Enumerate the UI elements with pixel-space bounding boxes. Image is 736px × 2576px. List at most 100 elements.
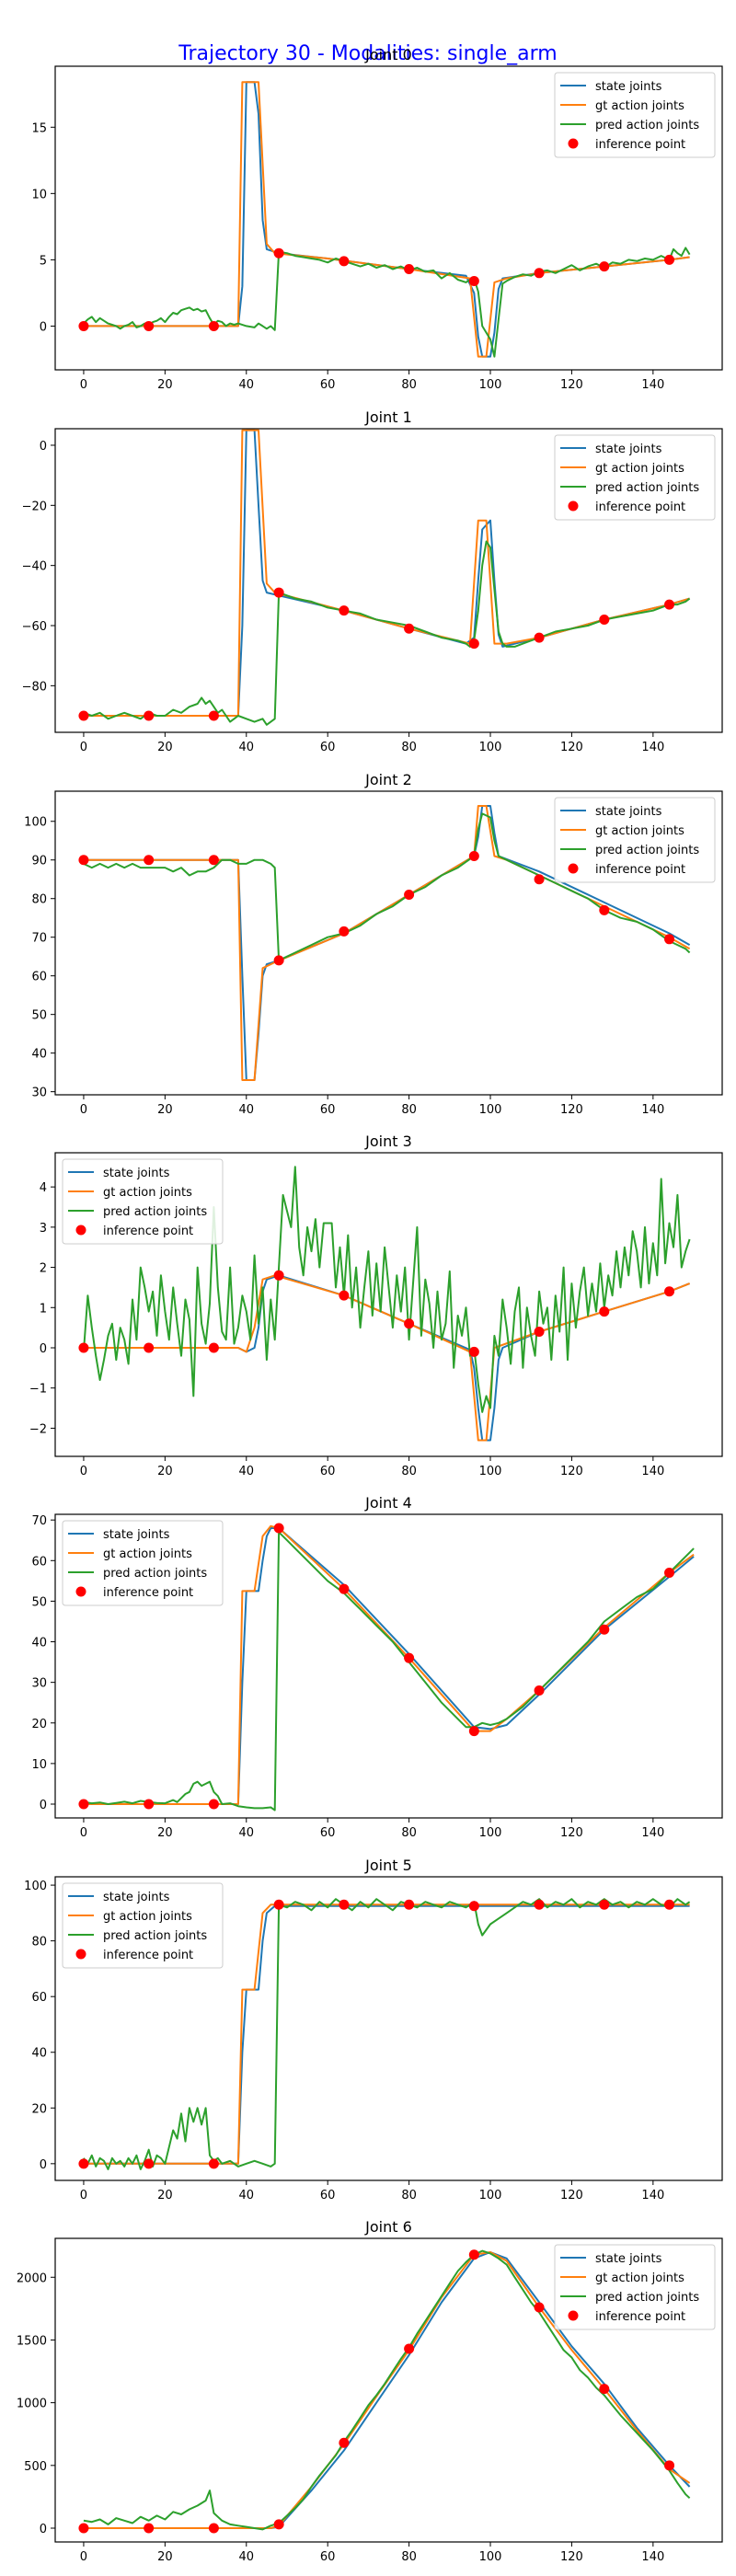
x-tick-label: 80 — [401, 1103, 417, 1117]
legend-marker-inference — [568, 500, 579, 512]
axes-frame — [54, 65, 723, 371]
y-tick-label: 80 — [31, 1936, 47, 1949]
y-tick-label: 1500 — [17, 2334, 47, 2348]
x-tick-label: 40 — [239, 741, 255, 754]
y-tick-label: 70 — [31, 1514, 47, 1528]
x-tick-label: 120 — [560, 741, 583, 754]
legend-label: pred action joints — [595, 2291, 699, 2305]
y-tick-label: 70 — [31, 932, 47, 946]
legend-box — [62, 1158, 224, 1245]
y-tick-label: 4 — [40, 1181, 47, 1195]
plot-area — [78, 1523, 695, 1811]
inference-point — [208, 1342, 219, 1353]
legend-label: inference point — [595, 138, 685, 152]
inference-point — [404, 1899, 415, 1910]
axes-frame — [54, 428, 723, 733]
inference-point — [599, 261, 610, 272]
legend-box — [62, 1520, 224, 1606]
inference-point — [273, 955, 284, 966]
chart-title: Joint 5 — [364, 1857, 412, 1874]
x-tick-label: 140 — [641, 1826, 664, 1840]
y-tick-label: 1 — [40, 1302, 47, 1316]
plot-area — [78, 1898, 691, 2170]
plot-area — [78, 2249, 691, 2534]
x-tick-label: 140 — [641, 1465, 664, 1478]
x-tick-label: 20 — [157, 2189, 173, 2202]
x-tick-label: 60 — [320, 1826, 336, 1840]
inference-point — [273, 1270, 284, 1281]
chart-title: Joint 4 — [364, 1494, 412, 1512]
inference-point — [534, 268, 545, 279]
x-tick-label: 80 — [401, 2550, 417, 2564]
inference-point — [208, 2523, 219, 2534]
x-tick-label: 40 — [239, 1465, 255, 1478]
x-tick-label: 100 — [479, 2550, 502, 2564]
inference-point — [468, 851, 479, 862]
x-tick-label: 0 — [80, 1826, 87, 1840]
y-tick-label: 100 — [24, 1880, 47, 1893]
x-tick-label: 120 — [560, 378, 583, 392]
inference-point — [144, 2523, 155, 2534]
legend-label: inference point — [595, 500, 685, 514]
inference-point — [78, 1342, 89, 1353]
chart-legend: state joints gt action joints pred action … — [554, 2244, 716, 2330]
inference-point — [339, 605, 350, 616]
inference-point — [208, 1799, 219, 1810]
y-tick-label: 50 — [31, 1595, 47, 1609]
y-tick-label: 80 — [31, 893, 47, 907]
y-tick-label: 50 — [31, 1009, 47, 1023]
series-line-pred — [83, 1898, 691, 2170]
plot-area — [78, 81, 691, 358]
legend-label: gt action joints — [595, 824, 684, 838]
x-tick-label: 80 — [401, 378, 417, 392]
x-tick-label: 60 — [320, 1465, 336, 1478]
inference-point — [599, 1899, 610, 1910]
inference-point — [339, 1290, 350, 1301]
x-tick-label: 100 — [479, 378, 502, 392]
chart-joint-1: Joint 1 0 20 40 60 80 100 120 140 −80 −60 −40 −20 0 st… — [22, 408, 723, 754]
legend-label: pred action joints — [103, 1929, 207, 1943]
y-tick-label: −1 — [29, 1383, 47, 1397]
inference-point — [208, 710, 219, 721]
inference-point — [78, 855, 89, 866]
plot-area — [78, 805, 691, 1081]
legend-label: gt action joints — [595, 2271, 684, 2285]
inference-point — [534, 1899, 545, 1910]
legend-marker-inference — [568, 138, 579, 149]
inference-point — [404, 1318, 415, 1329]
legend-label: gt action joints — [595, 99, 684, 113]
y-tick-label: 60 — [31, 971, 47, 984]
y-tick-label: 0 — [40, 1342, 47, 1356]
chart-legend: state joints gt action joints pred action … — [554, 797, 716, 883]
y-tick-label: −60 — [22, 620, 47, 634]
y-tick-label: 0 — [40, 440, 47, 454]
axes-frame — [54, 1513, 723, 1819]
legend-label: pred action joints — [103, 1205, 207, 1219]
x-tick-label: 120 — [560, 1103, 583, 1117]
axes-frame — [54, 1152, 723, 1457]
legend-label: state joints — [595, 805, 662, 819]
x-tick-label: 80 — [401, 2189, 417, 2202]
inference-point — [664, 1568, 675, 1579]
legend-marker-inference — [568, 863, 579, 874]
x-tick-label: 140 — [641, 1103, 664, 1117]
inference-point — [273, 1899, 284, 1910]
inference-point — [599, 1306, 610, 1317]
legend-label: pred action joints — [103, 1567, 207, 1581]
series-line-pred — [83, 2249, 691, 2531]
inference-point — [534, 1685, 545, 1696]
chart-title: Joint 0 — [364, 46, 412, 63]
x-tick-label: 0 — [80, 2189, 87, 2202]
inference-point — [664, 1899, 675, 1910]
legend-box — [554, 72, 716, 158]
x-tick-label: 140 — [641, 378, 664, 392]
legend-label: state joints — [103, 1528, 170, 1542]
series-line-pred — [83, 812, 691, 961]
x-tick-label: 40 — [239, 1826, 255, 1840]
inference-point — [534, 2302, 545, 2313]
x-tick-label: 20 — [157, 2550, 173, 2564]
legend-label: inference point — [595, 2310, 685, 2324]
x-tick-label: 20 — [157, 378, 173, 392]
x-tick-label: 100 — [479, 1465, 502, 1478]
legend-label: gt action joints — [103, 1186, 192, 1200]
